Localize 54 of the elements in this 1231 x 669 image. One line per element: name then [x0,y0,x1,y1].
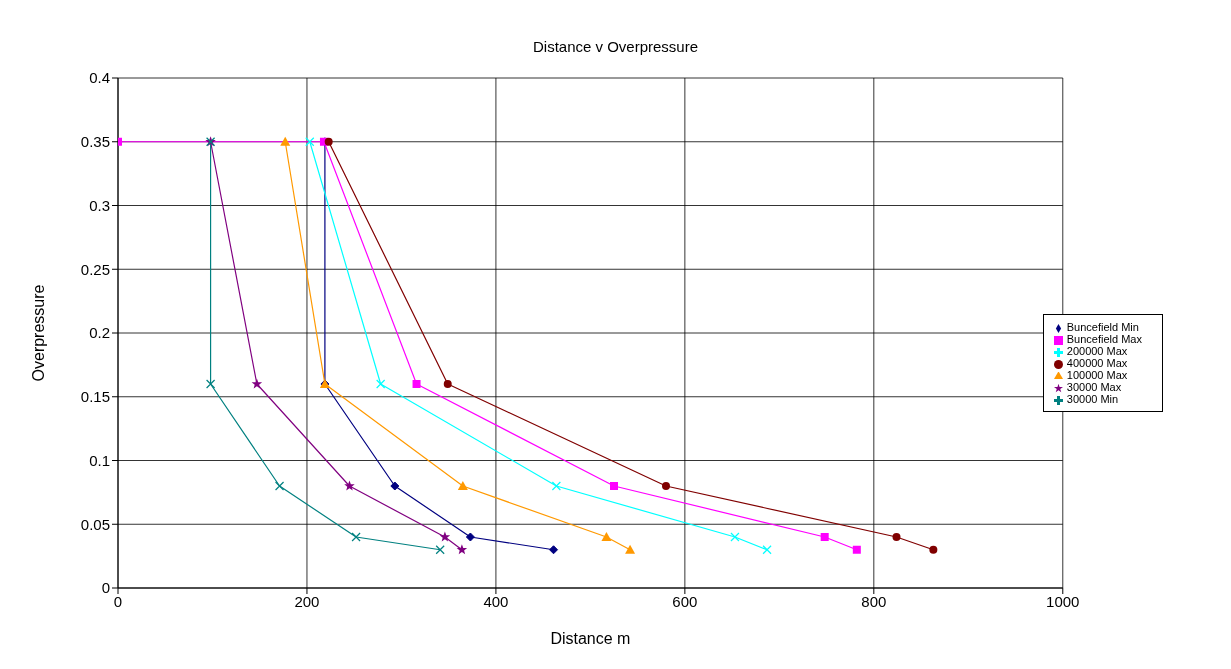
x-tick-label: 200 [294,592,320,610]
point [456,544,468,555]
point [610,482,619,490]
y-tick-label: 0.15 [80,388,110,406]
y-tick-label: 0.2 [89,324,110,342]
point [390,481,400,491]
legend-label: 100000 Max [1066,369,1128,381]
point [852,545,861,554]
point [892,533,901,541]
point [274,481,285,491]
point [661,482,670,490]
point [439,531,451,542]
legend-label: Buncefield Max [1066,333,1142,345]
point [625,544,636,554]
y-tick-label: 0.25 [80,260,110,278]
y-tick-label: 0.4 [89,69,110,87]
legend-label: 30000 Max [1066,381,1122,393]
point [251,378,263,389]
point [412,380,421,388]
y-tick-label: 0.1 [89,451,110,469]
legend-label: 400000 Max [1066,357,1128,369]
point [305,137,315,147]
point [465,532,475,542]
point [730,532,740,542]
point [435,545,445,555]
point [443,380,452,388]
point [324,137,333,146]
x-tick-label: 800 [861,592,887,610]
point [601,532,612,541]
x-tick-label: 0 [113,592,123,610]
y-tick-label: 0.05 [80,515,110,533]
x-tick-label: 600 [672,592,698,610]
chart-title: Distance v Overpressure [531,37,700,57]
legend-label: Buncefield Min [1066,321,1139,333]
x-tick-label: 400 [483,592,509,610]
legend-label: 30000 Min [1066,393,1119,405]
y-tick-label: 0.35 [80,133,110,151]
point [549,545,559,555]
point [820,533,829,541]
point [762,545,772,555]
point [344,480,355,491]
point [929,545,938,554]
point [376,379,386,389]
x-tick-label: 1000 [1046,592,1080,610]
y-axis-title: Overpressure [29,284,47,382]
x-axis-title: Distance m [550,630,631,648]
y-tick-label: 0.3 [89,196,110,214]
y-tick-label: 0 [101,579,110,597]
legend-label: 200000 Max [1066,345,1128,357]
point [205,379,216,389]
point [551,481,561,491]
point [280,136,291,146]
point [457,481,468,490]
point [351,532,361,542]
